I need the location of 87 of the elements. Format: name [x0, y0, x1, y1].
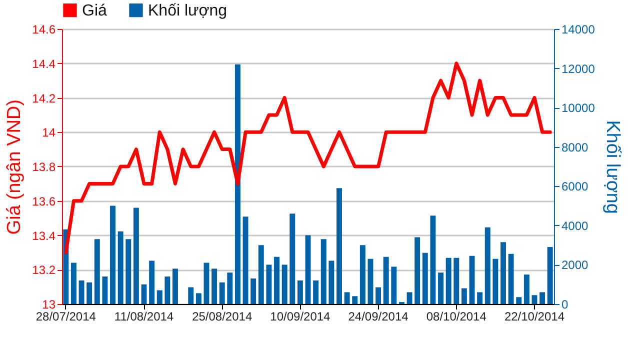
- y-axis-title: Giá (ngân VND): [4, 99, 26, 235]
- bar: [274, 256, 280, 304]
- bar: [532, 295, 538, 304]
- bar: [78, 280, 84, 304]
- y2-tick-label: 8000: [562, 140, 589, 154]
- y2-tick-label: 2000: [562, 258, 589, 272]
- bar: [227, 272, 233, 304]
- bar: [250, 278, 256, 304]
- bar: [500, 242, 506, 304]
- bar: [305, 235, 311, 304]
- bar: [204, 262, 210, 304]
- bar: [430, 216, 436, 304]
- bar: [110, 206, 116, 304]
- bar: [164, 276, 170, 304]
- bar: [172, 268, 178, 304]
- x-tick-label: 25/08/2014: [192, 310, 252, 324]
- bar: [258, 245, 264, 304]
- bar: [118, 231, 124, 304]
- bar: [141, 284, 147, 304]
- y-tick-label: 13: [42, 298, 56, 312]
- bar: [383, 256, 389, 304]
- bar: [290, 214, 296, 304]
- bar: [94, 239, 100, 304]
- bar: [102, 276, 108, 304]
- x-tick-label: 08/10/2014: [426, 310, 487, 324]
- bar: [282, 264, 288, 304]
- bar: [234, 64, 240, 304]
- bar: [352, 296, 358, 304]
- bar: [422, 252, 428, 304]
- y2-tick-label: 12000: [562, 62, 596, 76]
- y2-axis-title: Khối lượng: [602, 120, 623, 214]
- bar: [454, 258, 460, 304]
- bar: [126, 239, 132, 304]
- bar: [469, 256, 475, 304]
- bar: [376, 287, 382, 304]
- x-tick-label: 28/07/2014: [36, 310, 96, 324]
- bar: [188, 287, 194, 304]
- bar: [524, 274, 530, 304]
- bar: [438, 272, 444, 304]
- y2-tick-label: 10000: [562, 101, 596, 116]
- bar: [196, 293, 202, 304]
- bar: [297, 280, 303, 304]
- bar: [212, 268, 218, 304]
- bar: [313, 280, 319, 304]
- bar: [508, 254, 514, 304]
- x-tick-label: 10/09/2014: [270, 310, 331, 324]
- bar: [70, 262, 76, 304]
- y2-tick-label: 0: [562, 298, 568, 312]
- bar: [477, 292, 483, 304]
- x-tick-label: 11/08/2014: [114, 310, 174, 324]
- bar: [368, 258, 374, 304]
- y-tick-label: 14.2: [32, 91, 56, 106]
- y2-tick-label: 14000: [562, 22, 596, 36]
- y-tick-label: 13.2: [32, 263, 56, 278]
- legend-label: Giá: [82, 2, 107, 20]
- bar: [86, 282, 92, 304]
- bar: [484, 227, 490, 304]
- bar: [360, 245, 366, 304]
- y-tick-label: 14.6: [32, 22, 56, 36]
- y2-tick-label: 4000: [562, 218, 589, 233]
- y-tick-label: 14.4: [32, 56, 56, 71]
- legend-label: Khối lượng: [148, 2, 228, 20]
- bar: [446, 258, 452, 304]
- bar: [149, 260, 155, 304]
- bar: [414, 237, 420, 304]
- bar: [133, 208, 139, 304]
- bar: [516, 297, 522, 304]
- bar: [336, 188, 342, 304]
- y-tick-label: 14: [42, 126, 56, 140]
- y-tick-label: 13.6: [32, 194, 56, 208]
- bar: [320, 239, 326, 304]
- bar: [391, 266, 397, 304]
- bar: [242, 216, 248, 304]
- x-tick-label: 22/10/2014: [504, 310, 565, 324]
- bar: [156, 290, 162, 304]
- y-tick-label: 13.8: [32, 160, 56, 174]
- bar: [344, 292, 350, 304]
- bar: [492, 258, 498, 304]
- bar: [328, 260, 334, 304]
- y2-tick-label: 6000: [562, 180, 589, 194]
- bar: [461, 288, 467, 304]
- bar: [406, 292, 412, 304]
- x-tick-label: 24/09/2014: [348, 310, 409, 324]
- y-tick-label: 13.4: [32, 228, 56, 243]
- bar: [266, 264, 272, 304]
- bar: [540, 292, 546, 304]
- bar: [219, 282, 225, 304]
